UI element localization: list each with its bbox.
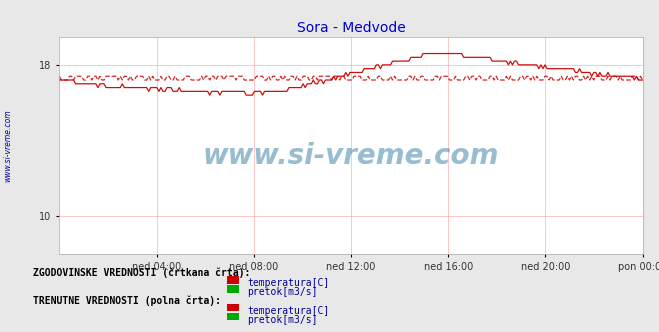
- Text: pretok[m3/s]: pretok[m3/s]: [247, 287, 318, 297]
- Title: Sora - Medvode: Sora - Medvode: [297, 21, 405, 35]
- Text: www.si-vreme.com: www.si-vreme.com: [3, 110, 13, 182]
- Text: www.si-vreme.com: www.si-vreme.com: [203, 142, 499, 170]
- Text: temperatura[C]: temperatura[C]: [247, 306, 330, 316]
- Text: TRENUTNE VREDNOSTI (polna črta):: TRENUTNE VREDNOSTI (polna črta):: [33, 295, 221, 306]
- Text: pretok[m3/s]: pretok[m3/s]: [247, 315, 318, 325]
- Text: temperatura[C]: temperatura[C]: [247, 278, 330, 288]
- Text: ZGODOVINSKE VREDNOSTI (črtkana črta):: ZGODOVINSKE VREDNOSTI (črtkana črta):: [33, 267, 250, 278]
